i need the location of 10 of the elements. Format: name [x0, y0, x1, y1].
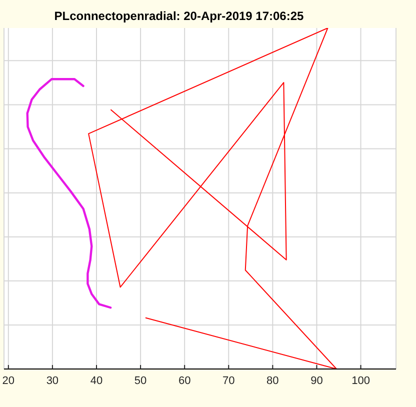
x-tick-label: 60 [178, 375, 191, 387]
x-tick-label: 70 [222, 375, 235, 387]
x-tick-label: 40 [90, 375, 103, 387]
x-tick-label: 80 [266, 375, 279, 387]
x-tick-label: 30 [46, 375, 59, 387]
chart-title: PLconnectopenradial: 20-Apr-2019 17:06:25 [53, 9, 305, 23]
x-tick-label: 90 [310, 375, 323, 387]
x-tick-label: 50 [134, 375, 147, 387]
x-tick-label: 20 [2, 375, 15, 387]
x-tick-label: 100 [352, 375, 370, 387]
